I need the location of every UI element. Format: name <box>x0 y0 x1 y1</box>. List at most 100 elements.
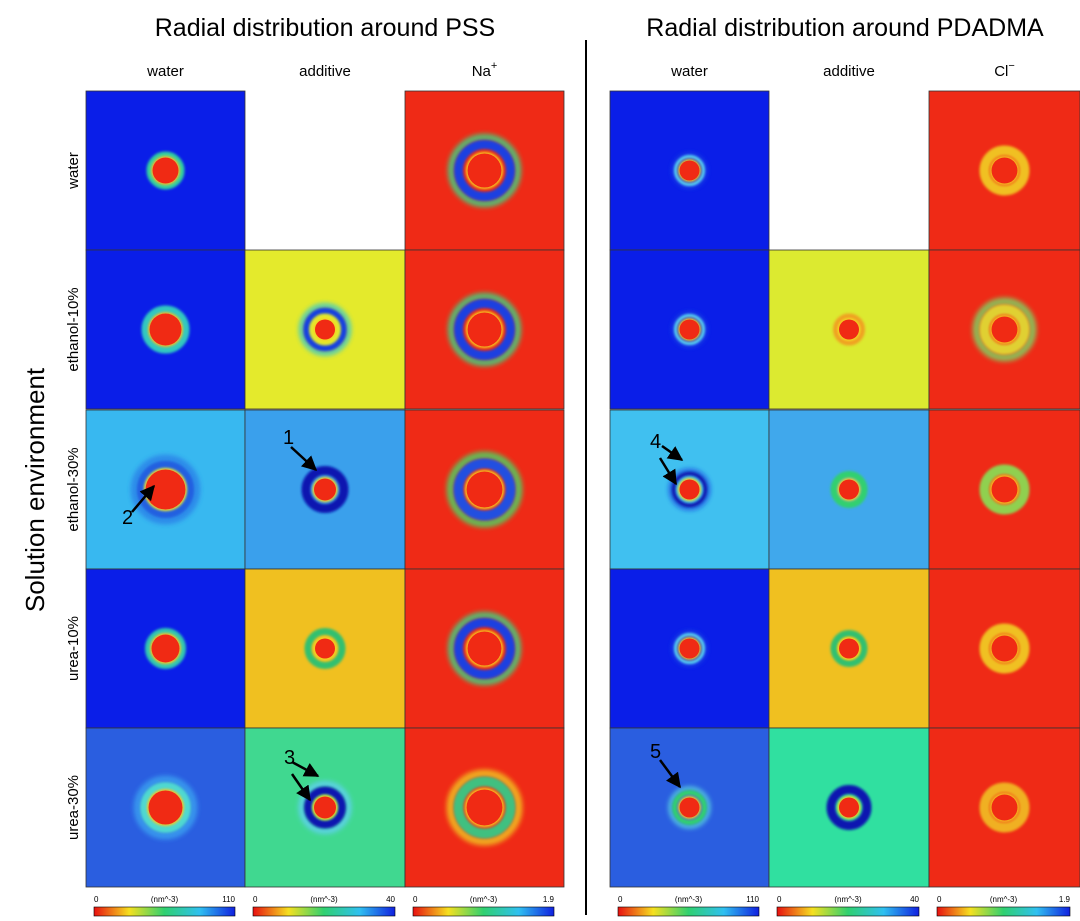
colorbar <box>777 907 919 916</box>
colorbar <box>413 907 554 916</box>
column-header: Na+ <box>472 60 498 80</box>
colorbar-min: 0 <box>253 895 258 904</box>
heatmap-panel <box>929 250 1080 409</box>
colorbar <box>618 907 759 916</box>
annotation: 5 <box>650 741 661 763</box>
heatmap-panel <box>86 250 245 409</box>
colorbar-max: 1.9 <box>543 895 555 904</box>
colorbar-unit: (nm^-3) <box>310 895 338 904</box>
column-header: additive <box>823 63 875 80</box>
heatmap-panel <box>769 569 929 728</box>
column-header-sup: + <box>491 60 497 72</box>
heatmap-panel <box>86 728 245 887</box>
column-header: water <box>146 63 184 80</box>
annotation: 2 <box>122 507 133 529</box>
heatmap-panel <box>405 728 564 887</box>
column-header-text: additive <box>823 63 875 80</box>
core <box>315 320 335 340</box>
heatmap-panel <box>929 728 1080 887</box>
colorbar-max: 110 <box>746 895 759 904</box>
column-header: additive <box>299 63 351 80</box>
row-label: water <box>65 152 82 190</box>
heatmap-panel <box>405 569 564 728</box>
heatmap-panel <box>86 410 245 569</box>
core <box>839 639 859 659</box>
column-header-sup: − <box>1008 60 1014 72</box>
figure: Solution environment Radial distribution… <box>0 0 1080 921</box>
heatmap-panel <box>769 250 929 409</box>
core <box>839 480 859 500</box>
colorbar-max: 40 <box>386 895 395 904</box>
core <box>315 639 335 659</box>
heatmap-panel <box>405 91 564 250</box>
heatmap-panel <box>245 410 405 569</box>
core <box>839 798 859 818</box>
core <box>467 472 503 508</box>
core <box>680 639 700 659</box>
column-header: Cl− <box>994 60 1015 80</box>
heatmap-panel <box>86 569 245 728</box>
annotation: 1 <box>283 427 294 449</box>
core <box>680 161 700 181</box>
colorbar-min: 0 <box>413 895 418 904</box>
row-label: urea-30% <box>65 775 82 840</box>
column-header-text: water <box>670 63 708 80</box>
colorbar-unit: (nm^-3) <box>470 895 498 904</box>
colorbar-min: 0 <box>94 895 99 904</box>
core <box>467 790 503 826</box>
row-label: urea-10% <box>65 616 82 681</box>
core <box>992 317 1018 343</box>
heatmap-panel <box>610 91 769 250</box>
y-label: Solution environment <box>20 367 50 612</box>
colorbar-unit: (nm^-3) <box>675 895 703 904</box>
heatmap-panel <box>405 410 564 569</box>
heatmap-panel <box>929 91 1080 250</box>
core <box>149 791 183 825</box>
column-header-text: additive <box>299 63 351 80</box>
core <box>680 480 700 500</box>
heatmap-panel <box>929 569 1080 728</box>
row-label: ethanol-30% <box>65 447 82 531</box>
colorbar <box>94 907 235 916</box>
colorbar-max: 110 <box>222 895 235 904</box>
core <box>314 479 336 501</box>
heatmap-panel <box>610 569 769 728</box>
core <box>992 158 1018 184</box>
core <box>153 158 179 184</box>
colorbar-max: 40 <box>910 895 919 904</box>
column-header-text: water <box>146 63 184 80</box>
panel-title: Radial distribution around PSS <box>155 14 495 42</box>
core <box>468 632 502 666</box>
core <box>992 477 1018 503</box>
heatmap-panel <box>245 569 405 728</box>
core <box>468 154 502 188</box>
colorbar <box>253 907 395 916</box>
row-label: ethanol-10% <box>65 287 82 371</box>
colorbar <box>937 907 1070 916</box>
core <box>150 314 182 346</box>
column-header: water <box>670 63 708 80</box>
heatmap-panel <box>769 728 929 887</box>
colorbar-max: 1.9 <box>1059 895 1071 904</box>
heatmap-panel <box>86 91 245 250</box>
core <box>839 320 859 340</box>
colorbar-min: 0 <box>777 895 782 904</box>
colorbar-unit: (nm^-3) <box>151 895 179 904</box>
colorbar-unit: (nm^-3) <box>834 895 862 904</box>
core <box>992 636 1018 662</box>
heatmap-panel <box>610 728 769 887</box>
core <box>314 797 336 819</box>
heatmap-panel <box>405 250 564 409</box>
heatmap-panel <box>929 410 1080 569</box>
core <box>992 795 1018 821</box>
heatmap-panel <box>245 728 405 887</box>
annotation: 3 <box>284 747 295 769</box>
column-header-text: Na <box>472 63 492 80</box>
core <box>468 313 502 347</box>
core <box>152 635 180 663</box>
heatmap-panel <box>610 250 769 409</box>
panel-title: Radial distribution around PDADMA <box>646 14 1044 42</box>
annotation: 4 <box>650 431 661 453</box>
core <box>680 798 700 818</box>
colorbar-min: 0 <box>937 895 942 904</box>
